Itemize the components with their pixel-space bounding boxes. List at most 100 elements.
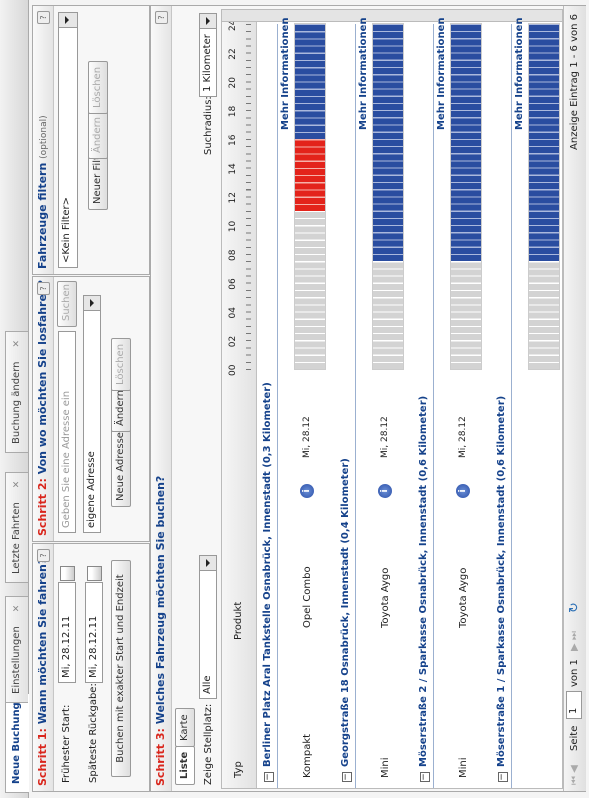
- grid-row: Mehr Informationen: [512, 17, 563, 788]
- filter-button[interactable]: Löschen: [88, 60, 108, 114]
- dropdown-arrow: [200, 556, 216, 571]
- panel-title: Wann möchten Sie fahren?: [36, 557, 49, 725]
- page-count: von 1: [569, 659, 580, 687]
- group-header: − Möserstraße 1 / Sparkasse Osnabrück, In…: [492, 24, 512, 788]
- exact-time-button[interactable]: Buchen mit exakter Start und Endzeit: [111, 560, 131, 777]
- availability-segment: [451, 24, 481, 262]
- help-icon: ?: [37, 282, 50, 295]
- address-select[interactable]: eigene Adresse: [83, 295, 101, 533]
- step-label: Schritt 2:: [36, 478, 49, 536]
- tab-label: Buchung ändern: [11, 361, 22, 444]
- more-info-link[interactable]: Mehr Informationen: [514, 17, 525, 130]
- dropdown-arrow: [84, 296, 100, 311]
- tab[interactable]: Neue Buchung: [5, 693, 29, 793]
- page-input[interactable]: 1: [566, 691, 582, 719]
- calendar-button[interactable]: [60, 566, 75, 581]
- optional-note: (optional): [39, 115, 49, 159]
- column-header: Typ: [233, 761, 244, 778]
- availability-bar: [450, 23, 482, 370]
- tab-label: Letzte Fahrten: [11, 502, 22, 574]
- hour-label: 10: [228, 220, 238, 233]
- booking-date: Mi, 28.12: [302, 416, 312, 458]
- view-tab[interactable]: Karte: [175, 708, 195, 747]
- calendar-button[interactable]: [87, 566, 102, 581]
- refresh-button[interactable]: ↻: [567, 602, 582, 613]
- more-info-link[interactable]: Mehr Informationen: [280, 17, 291, 130]
- info-button[interactable]: i: [456, 484, 470, 498]
- info-button[interactable]: i: [300, 484, 314, 498]
- return-input[interactable]: Mi, 28.12.11: [85, 582, 103, 683]
- address-button[interactable]: Neue Adresse: [111, 426, 131, 507]
- return-label: Späteste Rückgabe:: [88, 683, 99, 783]
- grid-row: Mini Toyota Aygo i Mi, 28.12 Mehr Informatio…: [434, 17, 493, 788]
- address-button[interactable]: Ändern: [111, 384, 131, 432]
- vehicle-type: Mini: [458, 757, 469, 778]
- collapse-icon: −: [497, 772, 508, 782]
- hour-label: 02: [228, 335, 238, 348]
- station-select[interactable]: Alle: [199, 555, 217, 699]
- vehicle-product: Opel Combo: [302, 566, 313, 628]
- tab[interactable]: Letzte Fahrten ✕: [5, 471, 28, 583]
- hour-label: 20: [228, 77, 238, 89]
- group-header: − Georgstraße 18 Osnabrück, Innenstadt (0…: [336, 24, 356, 788]
- step3-panel: Schritt 3: Welches Fahrzeug möchten Sie …: [150, 5, 586, 792]
- view-tab[interactable]: Liste: [175, 745, 195, 785]
- grid-row: Mini Toyota Aygo i Mi, 28.12 Mehr Informatio…: [356, 17, 415, 788]
- panel-title: Von wo möchten Sie losfahren?: [36, 279, 49, 475]
- panel-title: Welches Fahrzeug möchten Sie buchen?: [154, 475, 167, 725]
- tab[interactable]: Buchung ändern ✕: [5, 330, 28, 453]
- dropdown-arrow: [59, 13, 77, 28]
- collapse-icon: −: [263, 772, 274, 782]
- availability-segment: [373, 24, 403, 262]
- page-label: Seite: [569, 725, 580, 751]
- group-title: Berliner Platz Aral Tankstelle Osnabrück…: [262, 382, 273, 767]
- vehicle-type: Mini: [380, 757, 391, 778]
- help-icon: ?: [37, 549, 50, 562]
- start-input[interactable]: Mi, 28.12.11: [58, 582, 76, 683]
- tab-close: ✕: [12, 604, 22, 613]
- availability-bar: [294, 23, 326, 370]
- search-button[interactable]: Suchen: [57, 281, 77, 327]
- availability-segment: [529, 24, 559, 262]
- panel-title: Fahrzeuge filtern: [36, 162, 49, 269]
- step2-panel: Schritt 2: Von wo möchten Sie losfahren?…: [32, 276, 150, 542]
- tab-label: Neue Buchung: [11, 702, 22, 784]
- panel-header: Schritt 3: Welches Fahrzeug möchten Sie …: [151, 6, 172, 791]
- availability-segment: [295, 139, 325, 211]
- more-info-link[interactable]: Mehr Informationen: [358, 17, 369, 130]
- vehicle-product: Toyota Aygo: [380, 567, 391, 628]
- filter-button[interactable]: Ändern: [88, 111, 108, 159]
- more-info-link[interactable]: Mehr Informationen: [436, 17, 447, 130]
- tab-bar: Neue Buchung Einstellungen✕ Letzte Fahrten…: [0, 0, 29, 798]
- step1-panel: Schritt 1: Wann möchten Sie fahren?? Früh…: [32, 543, 150, 792]
- collapse-icon: −: [341, 772, 352, 782]
- group-title: Georgstraße 18 Osnabrück, Innenstadt (0,…: [340, 458, 351, 767]
- tab-close: ✕: [12, 339, 22, 348]
- pager-nav[interactable]: ▶ ⏭: [569, 631, 580, 651]
- hour-label: 18: [228, 105, 238, 118]
- booking-date: Mi, 28.12: [458, 416, 468, 458]
- panel-header: Schritt 1: Wann möchten Sie fahren??: [33, 544, 54, 791]
- radius-select[interactable]: 1 Kilometer: [199, 13, 217, 97]
- tab[interactable]: Einstellungen ✕: [5, 595, 28, 703]
- group-title: Möserstraße 2 / Sparkasse Osnabrück, Inn…: [418, 395, 429, 767]
- pager-nav[interactable]: ⏮ ◀: [569, 765, 580, 785]
- collapse-icon: −: [419, 772, 430, 782]
- grid-header: Typ Produkt 00 02 04 06 08 10 12 14 16 18 20 22 24: [222, 10, 257, 788]
- station-label: Zeige Stellplatz:: [203, 703, 214, 785]
- hour-label: 06: [228, 278, 238, 290]
- hour-label: 04: [228, 307, 238, 319]
- address-button[interactable]: Löschen: [111, 337, 131, 391]
- hour-label: 12: [228, 192, 238, 204]
- hour-label: 16: [228, 134, 238, 146]
- vehicle-product: Toyota Aygo: [458, 567, 469, 628]
- pager-summary: Anzeige Eintrag 1 - 6 von 6: [569, 14, 580, 150]
- grid-row: Kompakt Opel Combo i Mi, 28.12 Mehr Informat…: [278, 17, 337, 788]
- vehicle-type: Kompakt: [302, 733, 313, 778]
- start-label: Frühester Start:: [61, 704, 72, 783]
- column-header: Produkt: [233, 601, 244, 640]
- filter-panel: Fahrzeuge filtern (optional)? <Kein Filte…: [32, 5, 150, 275]
- filter-list[interactable]: <Kein Filter>: [58, 12, 78, 268]
- address-input[interactable]: Geben Sie eine Adresse ein: [58, 331, 76, 533]
- info-button[interactable]: i: [378, 484, 392, 498]
